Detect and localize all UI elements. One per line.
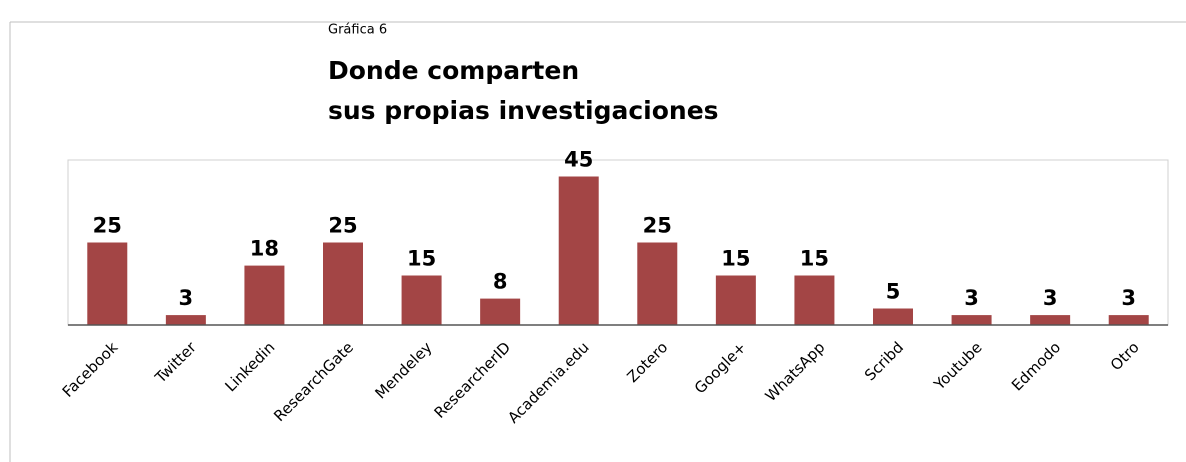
value-label: 3: [1043, 286, 1058, 310]
value-label: 25: [93, 214, 122, 238]
value-label: 15: [721, 247, 750, 271]
x-tick-label: Edmodo: [1008, 338, 1064, 394]
bar: [715, 275, 756, 325]
x-tick-label: Academia.edu: [504, 338, 593, 427]
bar: [558, 176, 599, 325]
value-label: 15: [407, 247, 436, 271]
bar: [1030, 315, 1071, 325]
x-tick-label: Mendeley: [371, 338, 435, 402]
x-tick-label: Google+: [691, 338, 750, 397]
x-tick-label: Zotero: [624, 338, 672, 386]
value-label: 3: [964, 286, 979, 310]
chart-title-line: sus propias investigaciones: [328, 96, 719, 125]
bar: [951, 315, 992, 325]
bar: [87, 242, 128, 325]
bar: [480, 298, 521, 325]
bar: [637, 242, 678, 325]
x-tick-label: Otro: [1107, 338, 1143, 374]
x-tick-label: Youtube: [930, 338, 986, 394]
x-tick-label: ResearcherID: [431, 338, 515, 422]
chart-title-line: Donde comparten: [328, 56, 579, 85]
value-label: 3: [179, 286, 194, 310]
value-label: 25: [643, 214, 672, 238]
value-label: 5: [886, 280, 901, 304]
bar: [244, 265, 285, 325]
bar: [401, 275, 442, 325]
x-tick-label: WhatsApp: [762, 338, 829, 405]
x-tick-label: Twitter: [151, 338, 201, 388]
x-tick-label: Linkedin: [221, 338, 278, 395]
value-label: 25: [328, 214, 357, 238]
bar: [323, 242, 363, 325]
x-tick-label: Facebook: [59, 338, 122, 401]
x-tick-label: ResearchGate: [270, 338, 357, 425]
x-tick-label: Scribd: [861, 338, 907, 384]
value-label: 18: [250, 237, 279, 261]
bar: [1108, 315, 1149, 325]
chart-label: Gráfica 6: [328, 23, 387, 38]
bar: [873, 308, 913, 325]
plot-frame: [67, 159, 1169, 326]
bar: [165, 315, 206, 325]
bar: [794, 275, 835, 325]
value-label: 8: [493, 270, 508, 294]
value-label: 45: [564, 148, 593, 172]
value-label: 15: [800, 247, 829, 271]
value-label: 3: [1121, 286, 1136, 310]
